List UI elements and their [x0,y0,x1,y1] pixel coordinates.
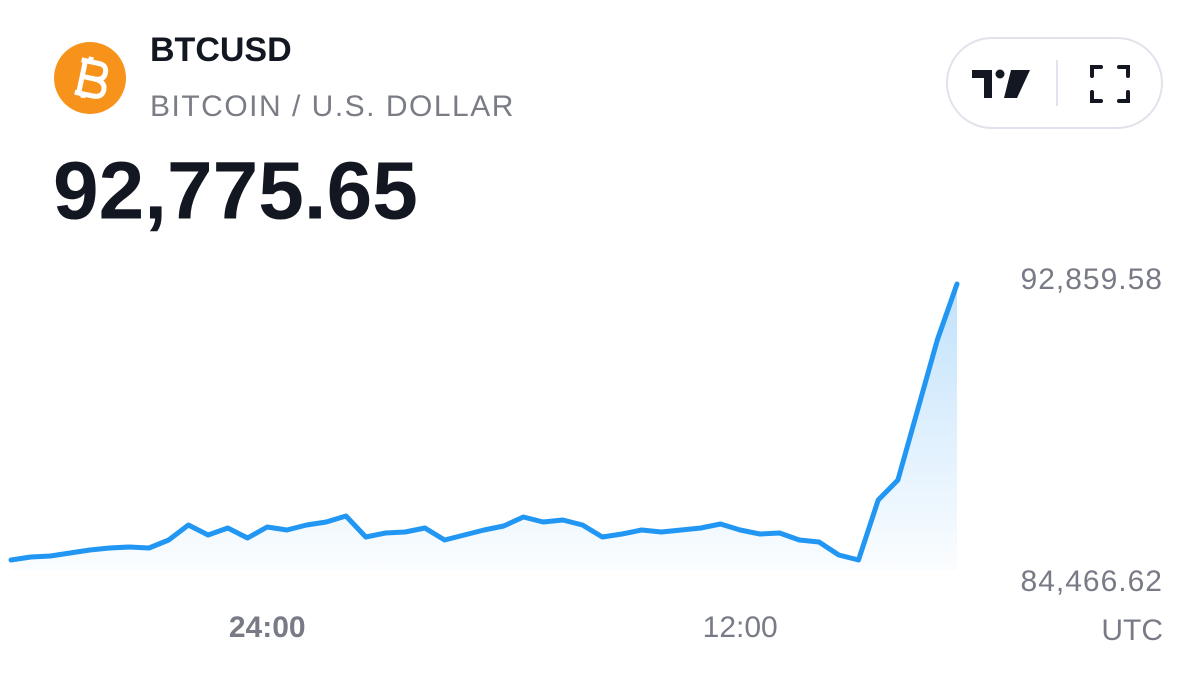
bitcoin-logo [54,42,126,114]
x-tick-label: 12:00 [703,611,778,644]
x-tick-label: 24:00 [229,611,306,644]
x-axis-unit: UTC [1101,614,1163,647]
y-tick-label: 84,466.62 [1021,565,1163,598]
price-line [8,281,960,563]
tradingview-button[interactable] [972,69,1030,99]
toolbar [946,37,1163,129]
y-tick-label: 92,859.58 [1021,263,1163,296]
toolbar-frame [946,37,1163,129]
price: 92,775.65 [53,146,418,237]
fullscreen-button[interactable] [1090,65,1130,103]
symbol-description: BITCOIN / U.S. DOLLAR [150,90,515,123]
plot: 92,859.58 84,466.62 24:00 12:00 UTC [8,263,1163,647]
symbol: BTCUSD [150,31,292,69]
